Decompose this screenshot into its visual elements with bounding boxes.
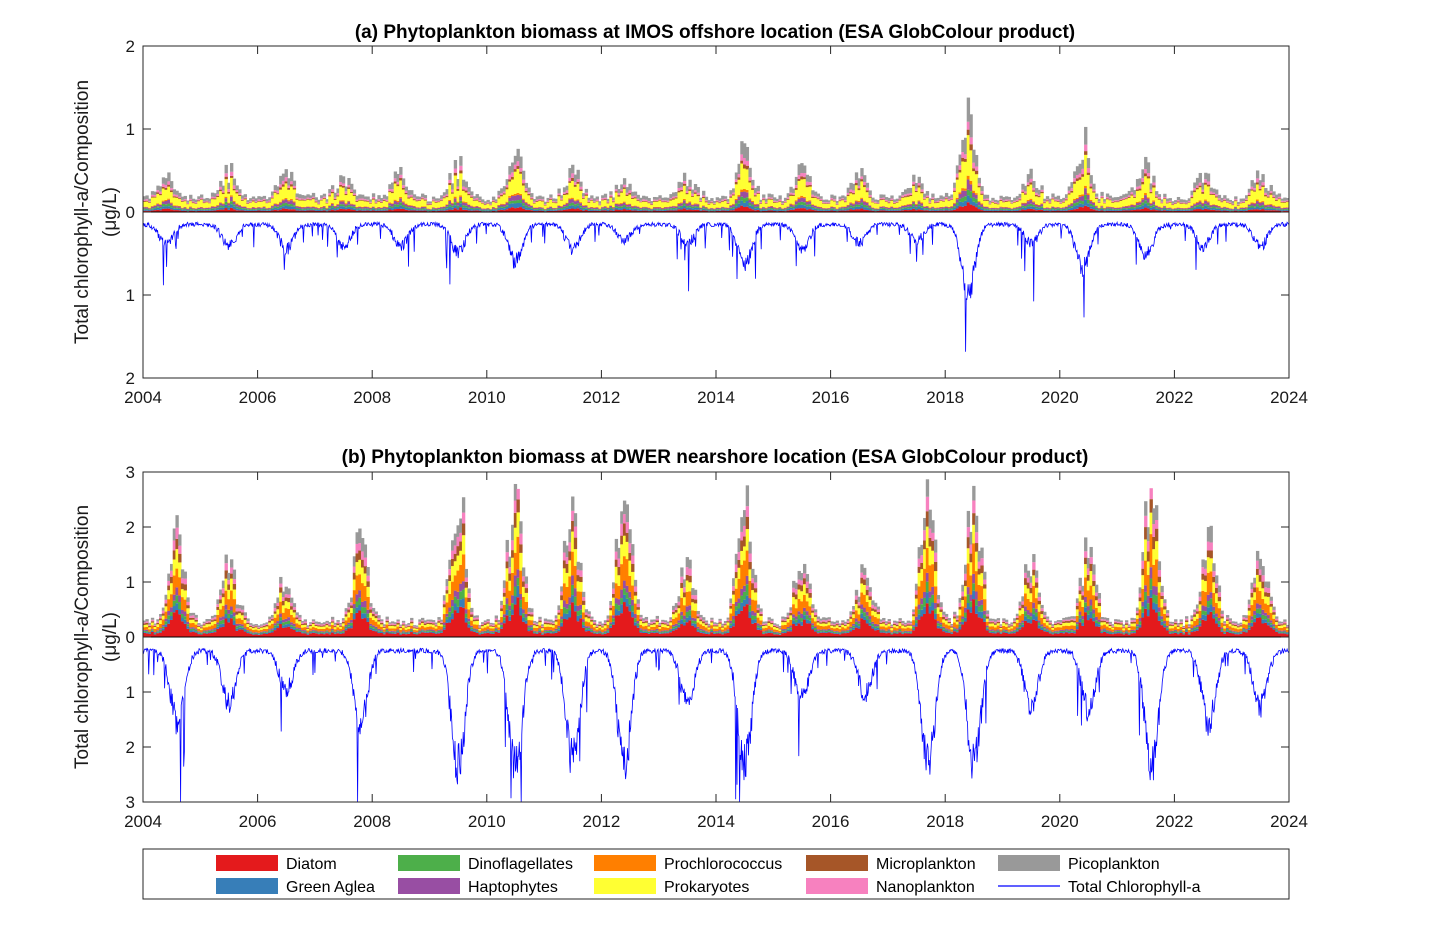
panel-b-xtick-label: 2020 xyxy=(1041,812,1079,831)
panel-b: (b) Phytoplankton biomass at DWER nearsh… xyxy=(72,447,1308,831)
panel-b-ytick-label-top: 3 xyxy=(126,463,135,482)
panel-b-xtick-label: 2022 xyxy=(1155,812,1193,831)
panel-b-xtick-label: 2010 xyxy=(468,812,506,831)
panel-a-total-chl-line xyxy=(142,220,1290,352)
panel-a-xtick-label: 2012 xyxy=(582,388,620,407)
panel-a-ytick-label-top: 1 xyxy=(126,120,135,139)
panel-a-xtick-label: 2024 xyxy=(1270,388,1308,407)
legend-label: Microplankton xyxy=(876,856,976,873)
legend-label: Prokaryotes xyxy=(664,879,749,896)
panel-b-xtick-label: 2012 xyxy=(582,812,620,831)
legend-swatch xyxy=(594,878,656,894)
legend-swatch xyxy=(998,855,1060,871)
panel-a-xtick-label: 2022 xyxy=(1155,388,1193,407)
legend-item: Nanoplankton xyxy=(806,878,975,896)
panel-b-ticks: 2004 2006 2008 2010 2012 2014 2016 2018 2020 2022… xyxy=(124,463,1308,831)
panel-b-composition-stack xyxy=(142,479,1290,637)
legend-item: Diatom xyxy=(216,855,337,873)
panel-a-ylabel-line1: Total chlorophyll-a/Composition xyxy=(72,80,93,344)
panel-b-xtick-label: 2008 xyxy=(353,812,391,831)
legend-label: Dinoflagellates xyxy=(468,856,573,873)
panel-a-composition-stack xyxy=(142,97,1290,212)
panel-a: (a) Phytoplankton biomass at IMOS offsho… xyxy=(72,22,1308,407)
legend-label: Prochlorococcus xyxy=(664,856,782,873)
legend-item: Total Chlorophyll-a xyxy=(998,879,1201,896)
panel-a-xtick-label: 2018 xyxy=(926,388,964,407)
panel-b-xtick-label: 2014 xyxy=(697,812,735,831)
legend-label: Nanoplankton xyxy=(876,879,975,896)
panel-a-plot-area xyxy=(142,97,1290,352)
legend-item: Dinoflagellates xyxy=(398,855,573,873)
legend-swatch xyxy=(398,855,460,871)
panel-b-plot-area xyxy=(142,479,1290,803)
panel-b-xtick-label: 2018 xyxy=(926,812,964,831)
legend-item: Green Aglea xyxy=(216,878,375,896)
panel-b-xtick-label: 2006 xyxy=(239,812,277,831)
panel-a-ticks: 2004 2006 2008 2010 2012 2014 2016 2018 2020 2022… xyxy=(124,37,1308,407)
panel-b-ylabel-line1: Total chlorophyll-a/Composition xyxy=(72,505,93,769)
legend-label: Picoplankton xyxy=(1068,856,1160,873)
panel-b-ytick-label-bottom: 3 xyxy=(126,793,135,812)
legend-box xyxy=(142,848,1290,900)
panel-b-title: (b) Phytoplankton biomass at DWER nearsh… xyxy=(342,447,1089,468)
panel-b-ytick-label-bottom: 2 xyxy=(126,738,135,757)
panel-a-ytick-label-top: 2 xyxy=(126,37,135,56)
legend-swatch xyxy=(216,855,278,871)
panel-a-ytick-label-top: 0 xyxy=(126,203,135,222)
legend-label: Diatom xyxy=(286,856,337,873)
panel-b-total-chl-line xyxy=(142,646,1290,803)
panel-a-xtick-label: 2014 xyxy=(697,388,735,407)
panel-b-ytick-label-top: 1 xyxy=(126,573,135,592)
legend-swatch xyxy=(806,878,868,894)
panel-a-xtick-label: 2010 xyxy=(468,388,506,407)
legend-label: Total Chlorophyll-a xyxy=(1068,879,1201,896)
legend-item: Picoplankton xyxy=(998,855,1160,873)
panel-a-ytick-label-bottom: 1 xyxy=(126,286,135,305)
panel-a-xtick-label: 2008 xyxy=(353,388,391,407)
legend-swatch xyxy=(216,878,278,894)
panel-a-xtick-label: 2020 xyxy=(1041,388,1079,407)
legend-swatch xyxy=(398,878,460,894)
legend-label: Green Aglea xyxy=(286,879,375,896)
legend-item: Haptophytes xyxy=(398,878,558,896)
panel-a-xtick-label: 2006 xyxy=(239,388,277,407)
panel-a-xtick-label: 2016 xyxy=(812,388,850,407)
panel-a-ytick-label-bottom: 2 xyxy=(126,369,135,388)
panel-a-title: (a) Phytoplankton biomass at IMOS offsho… xyxy=(355,22,1075,43)
legend-item: Microplankton xyxy=(806,855,976,873)
panel-b-xtick-label: 2016 xyxy=(812,812,850,831)
panel-b-xtick-label: 2024 xyxy=(1270,812,1308,831)
legend-swatch xyxy=(806,855,868,871)
legend: Diatom Green Aglea Dinoflagellates Haptophy… xyxy=(142,848,1290,900)
panel-b-xtick-label: 2004 xyxy=(124,812,162,831)
panel-a-ylabel-line2: (μg/L) xyxy=(100,187,121,237)
panel-a-xtick-label: 2004 xyxy=(124,388,162,407)
panel-b-ytick-label-top: 0 xyxy=(126,628,135,647)
panel-b-ytick-label-top: 2 xyxy=(126,518,135,537)
panel-b-ylabel-line2: (μg/L) xyxy=(100,612,121,662)
legend-item: Prokaryotes xyxy=(594,878,749,896)
legend-item: Prochlorococcus xyxy=(594,855,782,873)
legend-label: Haptophytes xyxy=(468,879,558,896)
panel-b-ytick-label-bottom: 1 xyxy=(126,683,135,702)
legend-swatch xyxy=(594,855,656,871)
